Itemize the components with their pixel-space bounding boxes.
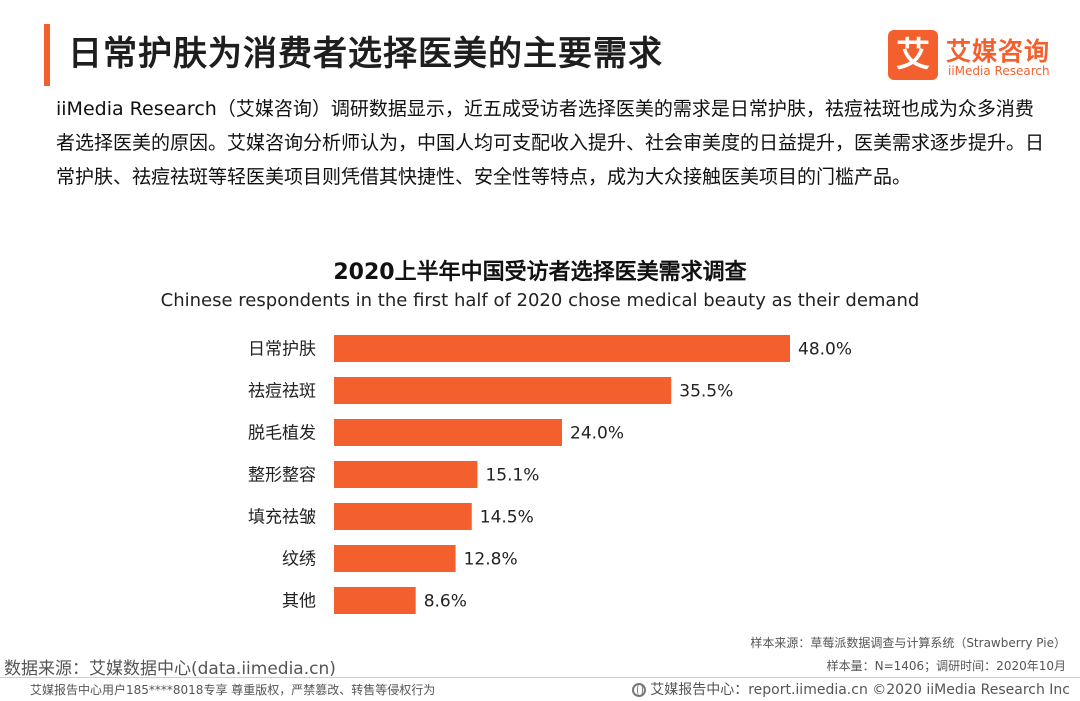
intro-paragraph: iiMedia Research（艾媒咨询）调研数据显示，近五成受访者选择医美的… <box>56 98 1045 188</box>
footer-copyright: 艾媒报告中心用户185****8018专享 尊重版权，严禁篡改、转售等侵权行为 <box>30 683 436 697</box>
category-label: 纹绣 <box>282 550 316 570</box>
category-label: 祛痘祛斑 <box>248 382 316 402</box>
bar <box>334 419 562 446</box>
logo-mark: 艾 <box>888 30 938 80</box>
category-label: 脱毛植发 <box>248 424 316 444</box>
bar <box>334 461 478 488</box>
value-label: 48.0% <box>798 340 852 360</box>
value-label: 8.6% <box>424 592 467 612</box>
value-label: 24.0% <box>570 424 624 444</box>
value-label: 15.1% <box>485 466 539 486</box>
value-label: 14.5% <box>480 508 534 528</box>
logo-name-cn: 艾媒咨询 <box>946 37 1051 66</box>
bar <box>334 545 456 572</box>
category-label: 日常护肤 <box>248 340 316 360</box>
bar <box>334 377 672 404</box>
page-title: 日常护肤为消费者选择医美的主要需求 <box>68 34 663 74</box>
category-label: 其他 <box>282 592 316 612</box>
chart-title: 2020上半年中国受访者选择医美需求调查 <box>333 260 747 285</box>
bar <box>334 335 790 362</box>
value-label: 35.5% <box>679 382 733 402</box>
category-label: 整形整容 <box>248 466 316 486</box>
title-accent-bar <box>44 24 50 86</box>
sample-source: 样本来源：草莓派数据调查与计算系统（Strawberry Pie） <box>750 636 1066 650</box>
category-label: 填充祛皱 <box>248 508 316 528</box>
chart-subtitle: Chinese respondents in the first half of… <box>160 290 920 311</box>
sample-meta: 样本量：N=1406；调研时间：2020年10月 <box>826 659 1066 673</box>
footer-report-text: 艾媒报告中心：report.iimedia.cn ©2020 iiMedia R… <box>650 682 1070 698</box>
bar <box>334 587 416 614</box>
footer-report-center: 艾媒报告中心：report.iimedia.cn ©2020 iiMedia R… <box>632 679 1070 699</box>
footer-divider <box>0 677 1080 678</box>
globe-icon <box>632 683 647 697</box>
bar-chart: 日常护肤 48.0% 祛痘祛斑 35.5% 脱毛植发 24.0% 整形整容 15.1% 填充祛皱… <box>248 335 852 614</box>
logo-name-en: iiMedia Research <box>948 64 1050 78</box>
brand-logo: 艾 艾媒咨询 iiMedia Research <box>888 30 1068 82</box>
data-source: 数据来源：艾媒数据中心(data.iimedia.cn) <box>4 659 336 679</box>
bar <box>334 503 472 530</box>
value-label: 12.8% <box>464 550 518 570</box>
